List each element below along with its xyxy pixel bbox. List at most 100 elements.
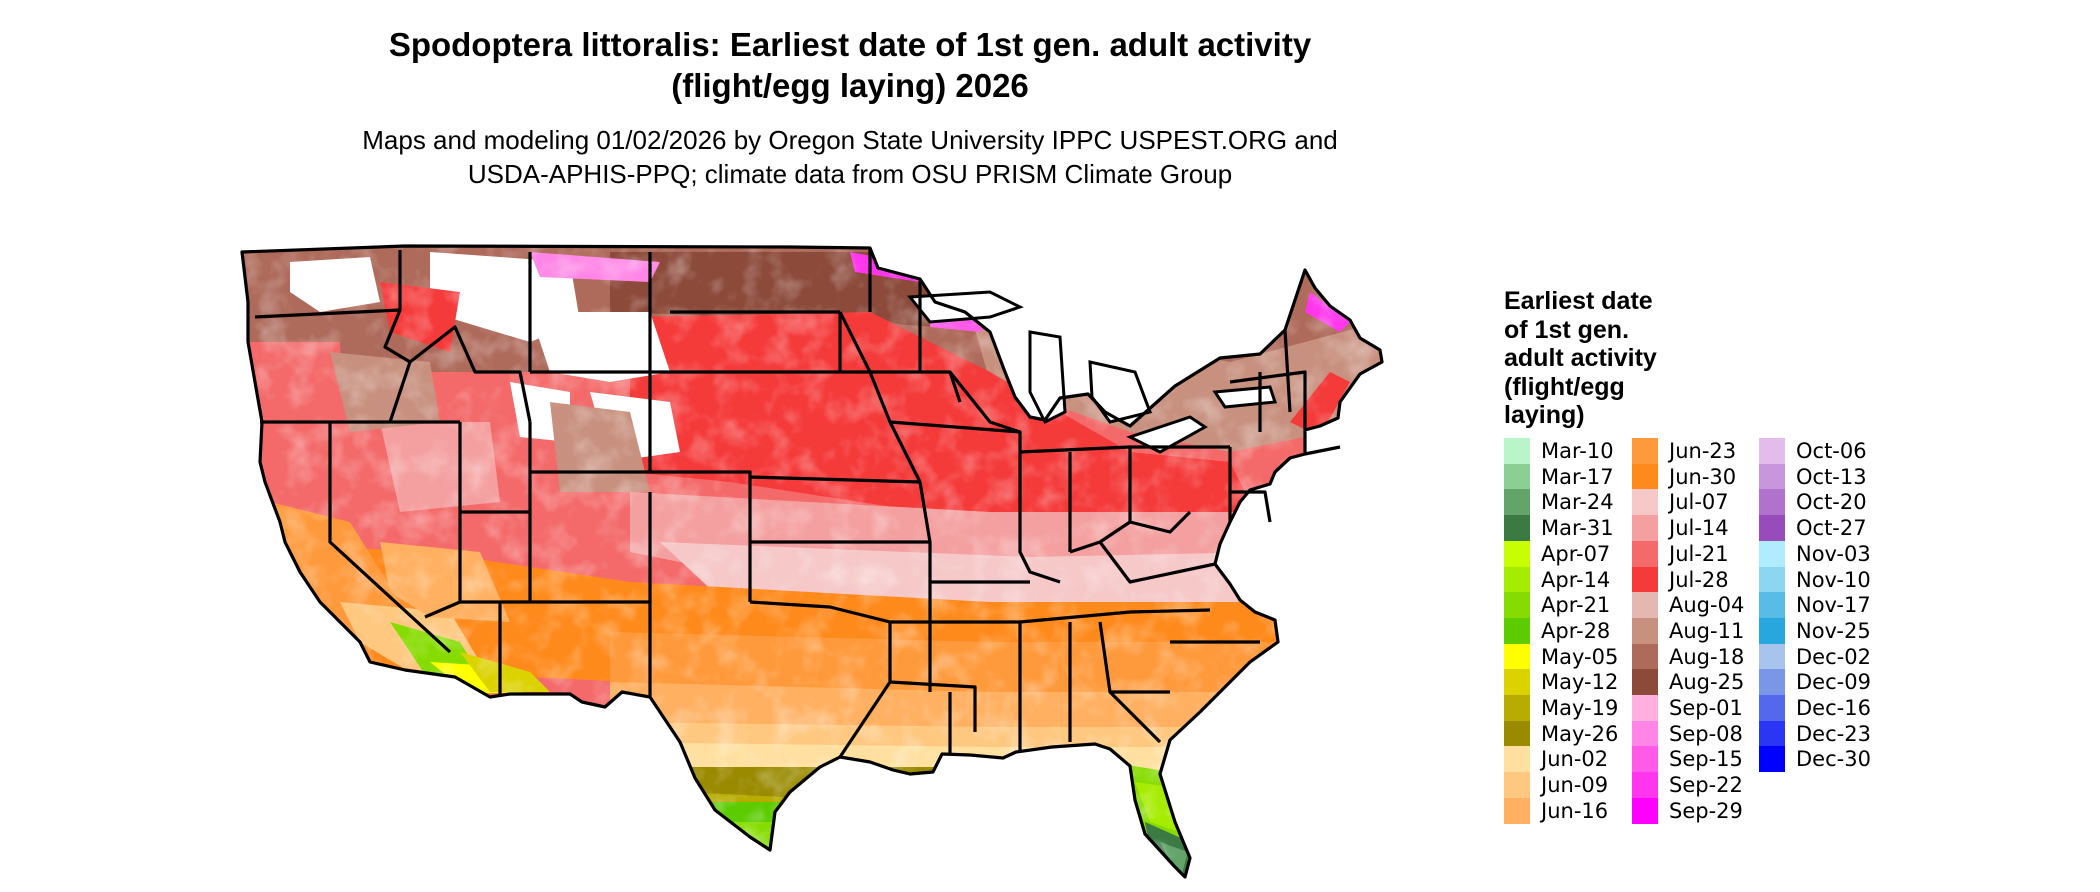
map-subtitle: Maps and modeling 01/02/2026 by Oregon S… xyxy=(0,123,1700,191)
legend-item: May-05 xyxy=(1504,643,1634,670)
legend-label: Sep-15 xyxy=(1669,747,1743,772)
legend-label: Mar-10 xyxy=(1541,439,1614,463)
legend-swatch xyxy=(1504,772,1530,799)
legend-label: Apr-28 xyxy=(1541,618,1611,643)
legend-title-line: (flight/egg xyxy=(1504,372,1625,401)
legend-swatch xyxy=(1759,540,1785,567)
legend-label: Dec-30 xyxy=(1796,747,1871,772)
legend-item: Jun-02 xyxy=(1504,746,1634,773)
legend-item: Apr-21 xyxy=(1504,592,1634,619)
legend-swatch xyxy=(1504,746,1530,773)
legend-label: Mar-17 xyxy=(1541,464,1614,489)
legend-label: Dec-16 xyxy=(1796,696,1871,720)
legend-item: May-12 xyxy=(1504,669,1634,696)
legend-swatch xyxy=(1504,643,1530,670)
legend-label: Oct-13 xyxy=(1796,464,1867,489)
legend-item: Jul-14 xyxy=(1632,515,1762,542)
legend-item: May-26 xyxy=(1504,720,1634,747)
legend-item: Jul-07 xyxy=(1632,489,1762,516)
legend-label: Aug-04 xyxy=(1669,593,1745,618)
legend-swatch xyxy=(1759,617,1785,644)
legend-label: Oct-27 xyxy=(1796,516,1867,541)
legend-title-line: Earliest date xyxy=(1504,287,1653,315)
legend-swatch xyxy=(1632,695,1658,721)
legend-label: Jun-16 xyxy=(1541,798,1609,823)
legend-item: Jun-23 xyxy=(1632,438,1762,464)
map-title-line-1: Spodoptera littoralis: Earliest date of … xyxy=(388,26,1312,63)
legend-item: Dec-16 xyxy=(1759,695,1889,721)
legend-label: Mar-24 xyxy=(1541,490,1614,515)
legend-swatch xyxy=(1759,438,1785,464)
legend-item: Sep-22 xyxy=(1632,772,1762,799)
legend-item: Jun-09 xyxy=(1504,772,1634,799)
legend-item: Sep-15 xyxy=(1632,746,1762,773)
legend-label: Sep-29 xyxy=(1669,798,1743,823)
legend-item: Jun-30 xyxy=(1632,463,1762,490)
legend-item: Oct-13 xyxy=(1759,463,1889,490)
legend-swatch xyxy=(1759,515,1785,542)
legend-label: Oct-06 xyxy=(1796,439,1867,463)
legend-label: May-19 xyxy=(1541,696,1619,720)
legend-item: Nov-25 xyxy=(1759,617,1889,644)
legend-label: Aug-11 xyxy=(1669,618,1745,643)
legend-swatch xyxy=(1504,797,1530,824)
legend-title: Earliest date of 1st gen. adult activity… xyxy=(1504,287,1714,430)
legend-swatch xyxy=(1632,515,1658,542)
legend-label: Aug-25 xyxy=(1669,670,1745,695)
legend-item: Jul-21 xyxy=(1632,540,1762,567)
legend-swatch xyxy=(1632,592,1658,619)
legend-item: Oct-20 xyxy=(1759,489,1889,516)
legend-item: Mar-24 xyxy=(1504,489,1634,516)
legend-label: Nov-03 xyxy=(1796,541,1871,566)
legend-item: Nov-03 xyxy=(1759,540,1889,567)
legend-label: Jun-09 xyxy=(1541,773,1609,798)
legend-item: Sep-01 xyxy=(1632,695,1762,721)
legend-swatch xyxy=(1759,643,1785,670)
legend-title-line: of 1st gen. xyxy=(1504,315,1630,344)
legend-item: Mar-31 xyxy=(1504,515,1634,542)
legend-item: Nov-10 xyxy=(1759,566,1889,593)
legend-swatch xyxy=(1632,643,1658,670)
legend-swatch xyxy=(1759,695,1785,721)
legend-swatch xyxy=(1632,772,1658,799)
map-subtitle-line-1: Maps and modeling 01/02/2026 by Oregon S… xyxy=(362,125,1338,155)
legend-label: Nov-17 xyxy=(1796,593,1871,618)
legend-swatch xyxy=(1504,617,1530,644)
legend-item: Mar-10 xyxy=(1504,438,1634,464)
legend-item: Oct-06 xyxy=(1759,438,1889,464)
legend-swatch xyxy=(1504,566,1530,593)
legend-swatch xyxy=(1504,515,1530,542)
legend-item: May-19 xyxy=(1504,695,1634,721)
legend-label: Apr-21 xyxy=(1541,593,1611,618)
legend-label: Sep-22 xyxy=(1669,773,1743,798)
legend-item: Sep-08 xyxy=(1632,720,1762,747)
legend-swatch xyxy=(1504,592,1530,619)
legend-item: Dec-02 xyxy=(1759,643,1889,670)
legend-label: Sep-08 xyxy=(1669,721,1743,746)
legend-label: Jun-23 xyxy=(1669,439,1737,463)
legend-swatch xyxy=(1504,720,1530,747)
legend-swatch xyxy=(1759,566,1785,593)
legend-item: Sep-29 xyxy=(1632,797,1762,824)
state-boundaries xyxy=(240,244,1384,879)
legend-swatch xyxy=(1759,463,1785,490)
map-title: Spodoptera littoralis: Earliest date of … xyxy=(0,24,1700,106)
legend-label: Apr-14 xyxy=(1541,567,1611,592)
legend-item: Oct-27 xyxy=(1759,515,1889,542)
legend-item: Aug-11 xyxy=(1632,617,1762,644)
us-activity-map xyxy=(240,244,1384,879)
legend-swatch xyxy=(1504,463,1530,490)
legend-title-line: adult activity xyxy=(1504,344,1657,372)
legend-label: May-05 xyxy=(1541,644,1619,669)
legend-swatch xyxy=(1759,489,1785,516)
legend-item: Dec-23 xyxy=(1759,720,1889,747)
legend-label: Jul-28 xyxy=(1669,567,1729,592)
legend-swatch xyxy=(1632,720,1658,747)
legend-swatch xyxy=(1504,669,1530,696)
legend-item: Jun-16 xyxy=(1504,797,1634,824)
legend-label: Apr-07 xyxy=(1541,541,1611,566)
map-title-line-2: (flight/egg laying) 2026 xyxy=(671,67,1029,104)
legend-label: Jun-30 xyxy=(1669,464,1737,489)
legend-swatch xyxy=(1632,669,1658,696)
legend-item: Aug-04 xyxy=(1632,592,1762,619)
